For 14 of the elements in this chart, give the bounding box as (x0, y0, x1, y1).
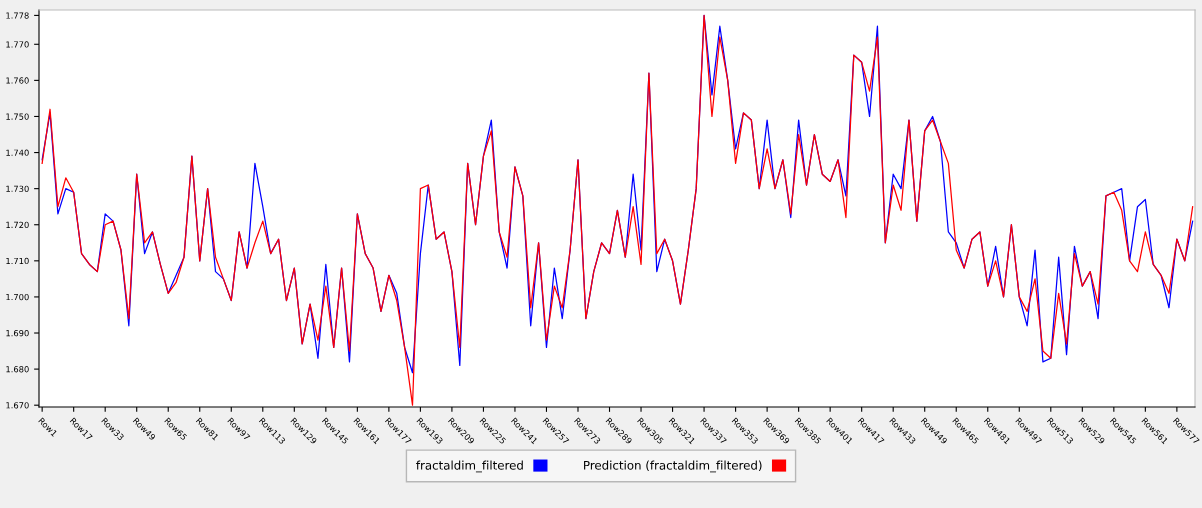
y-tick-label: 1.680 (6, 366, 29, 373)
y-tick-label: 1.730 (6, 185, 29, 192)
y-tick-label: 1.770 (6, 41, 29, 48)
y-tick-label: 1.740 (6, 149, 29, 156)
legend-label: fractaldim_filtered (416, 460, 523, 473)
y-tick-label: 1.760 (6, 77, 29, 84)
y-tick-label: 1.670 (6, 402, 29, 409)
y-tick-label: 1.778 (6, 12, 29, 19)
y-tick-label: 1.750 (6, 113, 29, 120)
y-tick-label: 1.690 (6, 329, 29, 337)
legend-label: Prediction (fractaldim_filtered) (584, 460, 762, 473)
y-tick-label: 1.720 (6, 221, 29, 229)
y-tick-label: 1.710 (6, 257, 29, 265)
y-tick-label: 1.700 (6, 293, 29, 301)
